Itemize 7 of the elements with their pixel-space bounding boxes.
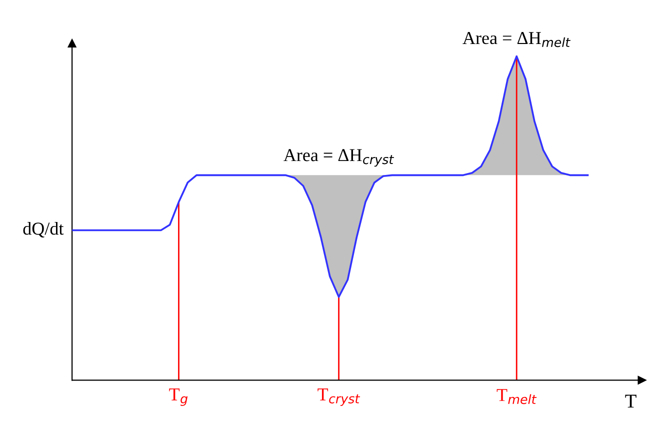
x-axis-title: T bbox=[625, 394, 636, 408]
annotation: Area = ΔH$_{cryst}$ bbox=[284, 149, 394, 167]
x-tick-label: T$_{cryst}$ bbox=[318, 388, 360, 406]
x-tick-label: T$_{g}$ bbox=[169, 388, 188, 406]
x-tick-label: T$_{melt}$ bbox=[496, 389, 537, 404]
y-axis-title: dQ/dt bbox=[23, 222, 64, 238]
annotation: Area = ΔH$_{melt}$ bbox=[462, 32, 571, 48]
